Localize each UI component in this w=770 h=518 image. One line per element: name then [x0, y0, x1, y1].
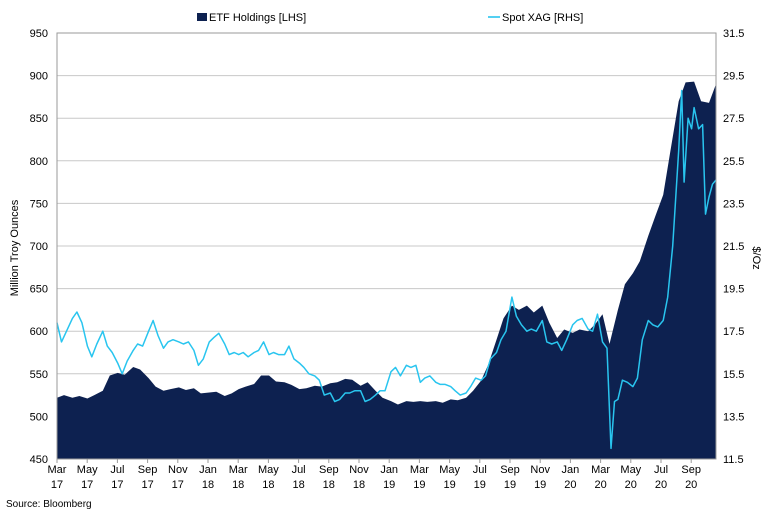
x-tick-label: Mar 19: [410, 464, 429, 491]
left-axis-title: Million Troy Ounces: [9, 199, 21, 296]
x-tick-label: Jan 20: [562, 464, 580, 491]
right-tick-label: 19.5: [723, 284, 744, 296]
left-tick-label: 650: [30, 284, 48, 296]
right-tick-label: 31.5: [723, 28, 744, 40]
right-axis-title: $/Oz: [750, 246, 762, 269]
x-tick-label: May 19: [439, 464, 460, 491]
x-tick-label: Mar 20: [591, 464, 610, 491]
x-tick-label: Nov 17: [168, 464, 188, 491]
x-axis-ticks: Mar 17 May 17 Jul 17 Sep 17 Nov 17 Jan 18 Mar 18 May 18…: [48, 459, 701, 491]
left-tick-label: 900: [30, 71, 48, 83]
x-tick-label: Jan 19: [380, 464, 398, 491]
left-tick-label: 800: [30, 156, 48, 168]
x-tick-label: Sep 17: [138, 464, 158, 491]
right-axis-ticks: 31.5 29.5 27.5 25.5 23.5 21.5 19.5 17.5 15.5 13.5…: [723, 28, 744, 466]
right-tick-label: 21.5: [723, 241, 744, 253]
legend: ETF Holdings [LHS] Spot XAG [RHS]: [197, 12, 583, 24]
x-tick-label: Mar 17: [48, 464, 67, 491]
x-tick-label: Jul 17: [110, 464, 124, 491]
left-tick-label: 550: [30, 369, 48, 381]
x-tick-label: Nov 18: [349, 464, 369, 491]
right-tick-label: 27.5: [723, 113, 744, 125]
x-tick-label: Jul 19: [473, 464, 487, 491]
right-tick-label: 29.5: [723, 71, 744, 83]
legend-label-etf-holdings: ETF Holdings [LHS]: [209, 12, 306, 24]
left-tick-label: 450: [30, 454, 48, 466]
right-tick-label: 15.5: [723, 369, 744, 381]
left-tick-label: 700: [30, 241, 48, 253]
x-tick-label: Sep 19: [500, 464, 520, 491]
left-tick-label: 600: [30, 326, 48, 338]
x-tick-label: May 17: [77, 464, 98, 491]
left-tick-label: 950: [30, 28, 48, 40]
x-tick-label: Sep 18: [319, 464, 339, 491]
left-axis-ticks: 950 900 850 800 750 700 650 600 550 500 450: [30, 28, 48, 466]
right-tick-label: 13.5: [723, 411, 744, 423]
series-area-etf-holdings: [57, 81, 716, 459]
x-tick-label: Jan 18: [199, 464, 217, 491]
x-tick-label: Jul 18: [292, 464, 306, 491]
right-tick-label: 23.5: [723, 198, 744, 210]
left-tick-label: 750: [30, 198, 48, 210]
x-tick-label: Sep 20: [681, 464, 701, 491]
right-tick-label: 17.5: [723, 326, 744, 338]
left-tick-label: 850: [30, 113, 48, 125]
right-tick-label: 11.5: [723, 454, 744, 466]
x-tick-label: Jul 20: [654, 464, 668, 491]
x-tick-label: May 18: [258, 464, 279, 491]
plot-frame: [56, 32, 717, 460]
legend-label-spot-xag: Spot XAG [RHS]: [502, 12, 583, 24]
x-tick-label: May 20: [620, 464, 641, 491]
x-tick-label: Nov 19: [530, 464, 550, 491]
series-line-spot-xag: [56, 89, 717, 450]
legend-swatch-etf-holdings: [197, 13, 207, 21]
plot-area: [56, 81, 717, 459]
x-tick-label: Mar 18: [229, 464, 248, 491]
right-tick-label: 25.5: [723, 156, 744, 168]
left-tick-label: 500: [30, 411, 48, 423]
source-note: Source: Bloomberg: [6, 499, 92, 510]
